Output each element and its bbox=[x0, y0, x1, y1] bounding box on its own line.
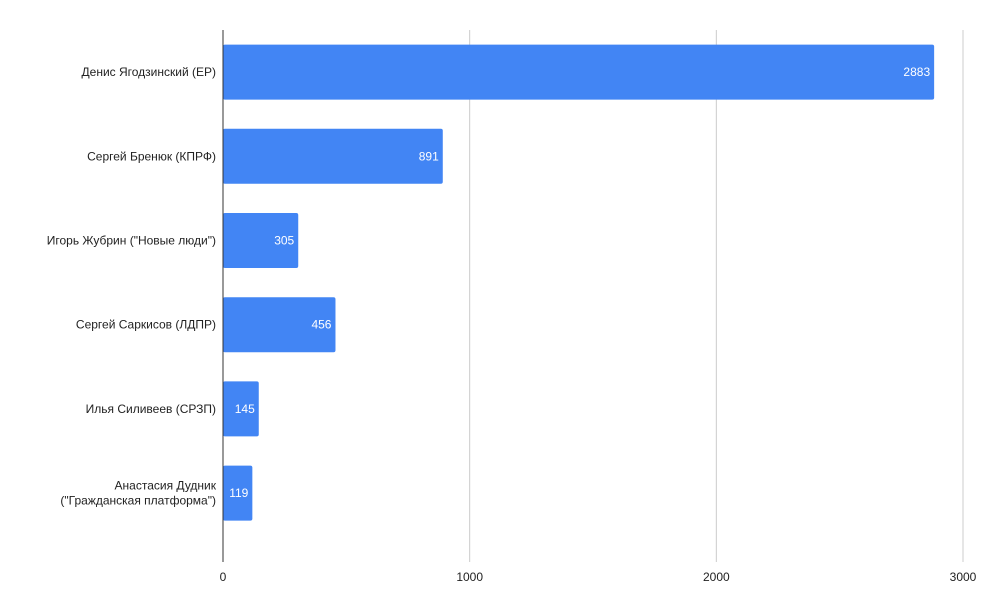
data-label: 456 bbox=[311, 318, 331, 332]
category-label: Игорь Жубрин ("Новые люди") bbox=[47, 234, 216, 248]
bar bbox=[223, 128, 443, 184]
category-label: ("Гражданская платформа") bbox=[60, 494, 216, 508]
bars bbox=[223, 44, 935, 521]
gridlines bbox=[469, 30, 964, 562]
x-tick-label: 3000 bbox=[950, 570, 977, 584]
x-tick-label: 0 bbox=[220, 570, 227, 584]
bar bbox=[223, 297, 336, 353]
data-label: 145 bbox=[235, 402, 255, 416]
category-label: Сергей Бренюк (КПРФ) bbox=[87, 149, 216, 163]
category-label: Илья Силивеев (СРЗП) bbox=[86, 402, 216, 416]
data-label: 891 bbox=[419, 149, 439, 163]
bar bbox=[223, 213, 299, 268]
data-label: 305 bbox=[274, 234, 294, 248]
bar bbox=[223, 44, 935, 100]
labels: 0 1000 2000 3000 2883 Денис Ягодзинский (ЕР) 8… bbox=[47, 65, 977, 584]
category-label: Сергей Саркисов (ЛДПР) bbox=[76, 318, 216, 332]
data-label: 119 bbox=[229, 486, 248, 500]
data-label: 2883 bbox=[903, 65, 930, 79]
category-label: Анастасия Дудник bbox=[115, 479, 217, 493]
category-label: Денис Ягодзинский (ЕР) bbox=[82, 65, 216, 79]
x-tick-label: 2000 bbox=[703, 570, 730, 584]
x-tick-label: 1000 bbox=[456, 570, 483, 584]
bar bbox=[223, 381, 259, 437]
bar bbox=[223, 465, 253, 521]
